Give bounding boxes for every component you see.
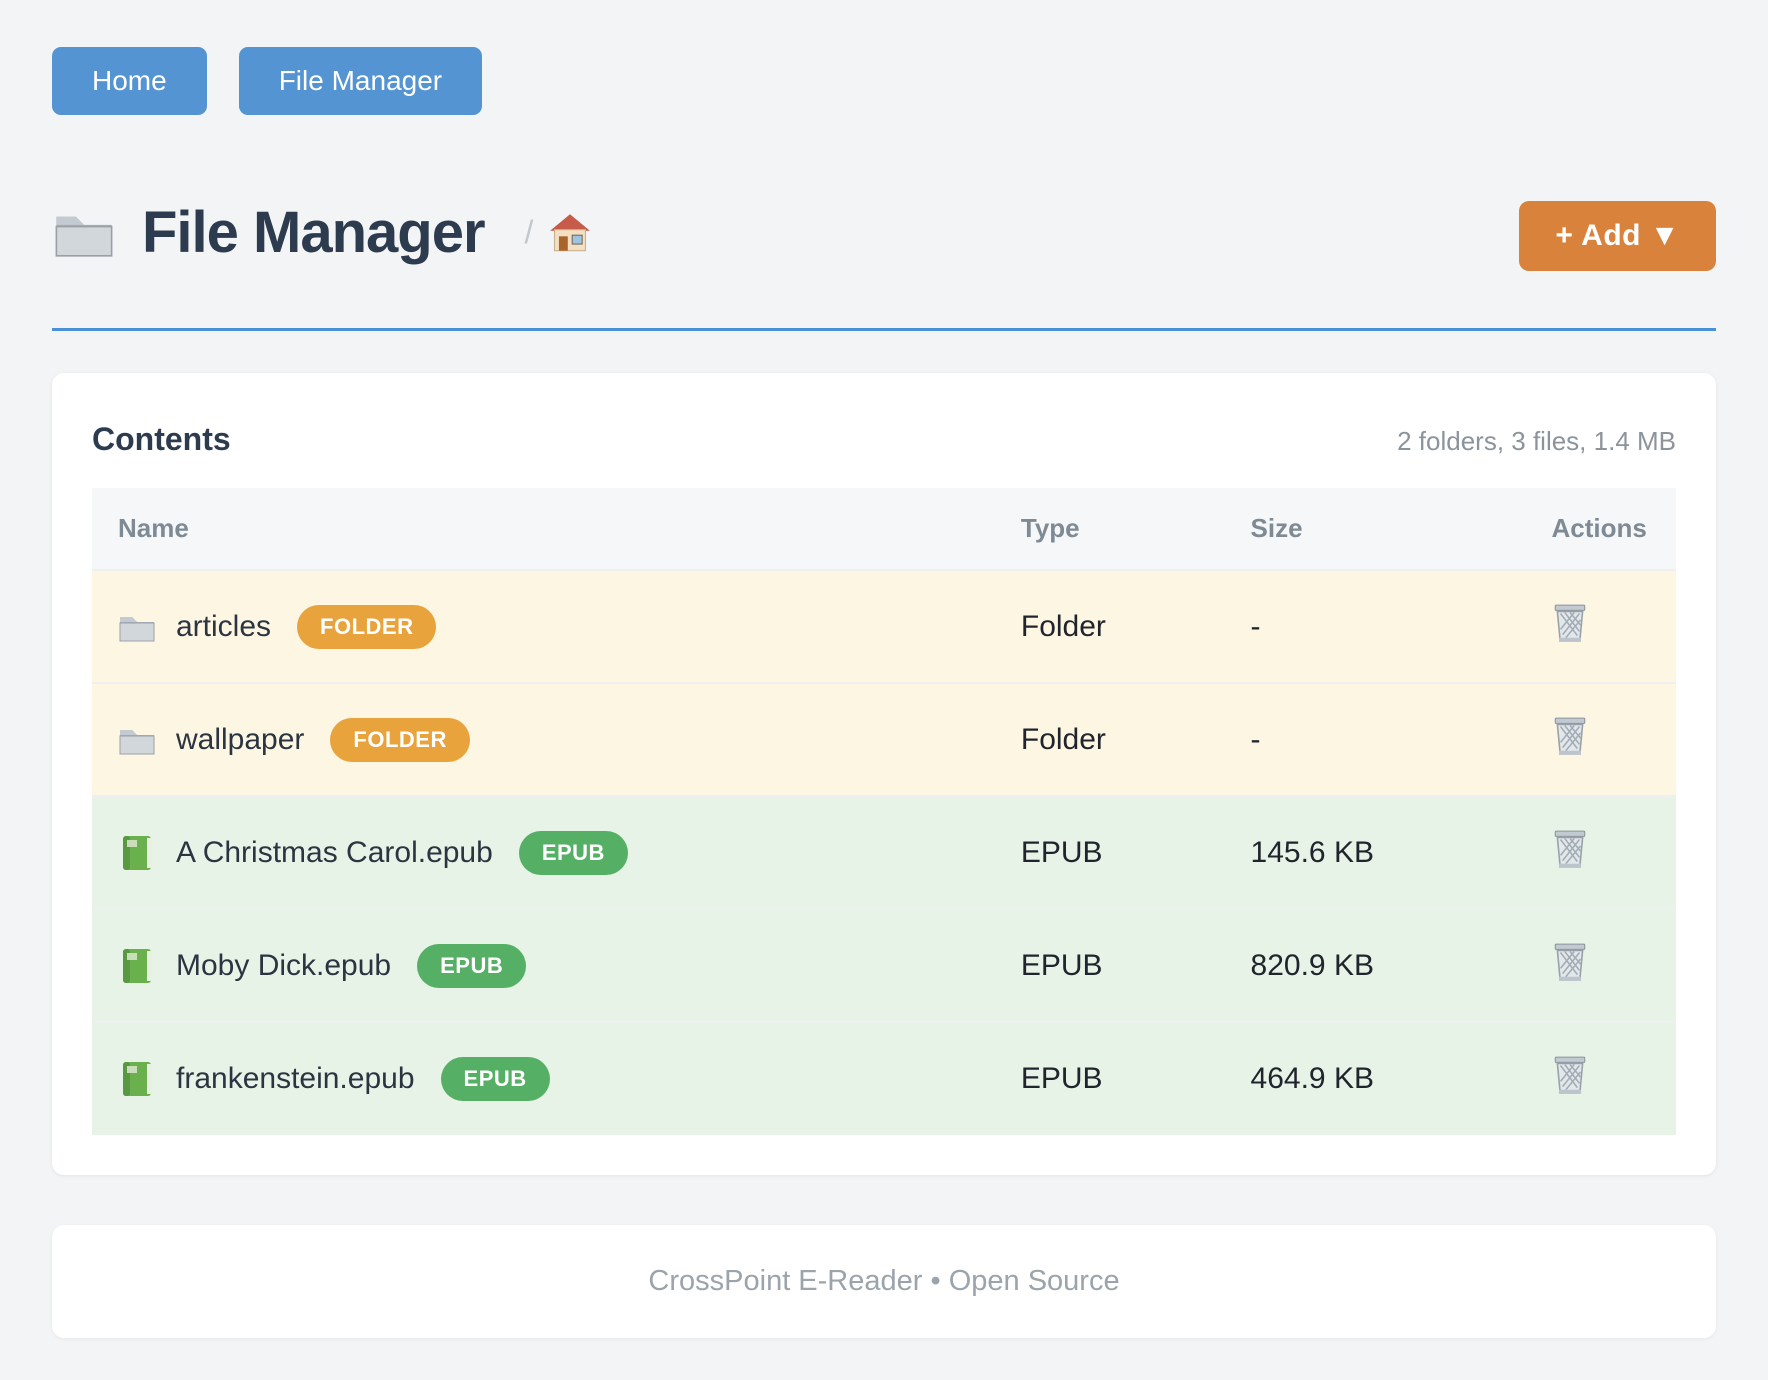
- delete-button[interactable]: [1552, 716, 1588, 756]
- trash-icon: [1553, 942, 1586, 982]
- column-header-name: Name: [118, 513, 189, 543]
- breadcrumb: /: [525, 212, 592, 254]
- folder-name-link[interactable]: articles: [176, 609, 272, 643]
- file-manager-button[interactable]: File Manager: [238, 47, 483, 115]
- size-cell: -: [1224, 569, 1526, 683]
- footer: CrossPoint E-Reader • Open Source: [52, 1225, 1716, 1338]
- type-cell: Folder: [994, 682, 1225, 796]
- book-icon: [123, 835, 152, 870]
- file-name-link[interactable]: Moby Dick.epub: [176, 948, 392, 982]
- page: Home File Manager File Manager / + Add ▼…: [52, 0, 1716, 1338]
- column-header-actions: Actions: [1551, 513, 1647, 543]
- file-name-link[interactable]: A Christmas Carol.epub: [176, 835, 493, 869]
- size-cell: 145.6 KB: [1224, 795, 1526, 909]
- table-row: wallpaper FOLDER Folder -: [92, 682, 1676, 796]
- trash-icon: [1553, 1056, 1586, 1095]
- type-cell: EPUB: [994, 908, 1225, 1022]
- footer-text: CrossPoint E-Reader • Open Source: [648, 1265, 1120, 1297]
- folder-name-link[interactable]: wallpaper: [176, 722, 305, 756]
- folder-icon: [119, 616, 155, 641]
- table-row: Moby Dick.epub EPUB EPUB 820.9 KB: [92, 908, 1676, 1022]
- page-header: File Manager / + Add ▼: [52, 199, 1716, 271]
- epub-badge: EPUB: [417, 943, 527, 988]
- column-header-type: Type: [1020, 513, 1080, 543]
- table-header-row: Name Type Size Actions: [92, 488, 1676, 570]
- trash-icon: [1553, 603, 1586, 643]
- top-nav: Home File Manager: [52, 0, 1716, 115]
- page-title: File Manager: [142, 200, 486, 265]
- folder-badge: FOLDER: [330, 717, 470, 762]
- file-table: Name Type Size Actions articles FOLDER F…: [92, 488, 1676, 1135]
- table-row: A Christmas Carol.epub EPUB EPUB 145.6 K…: [92, 795, 1676, 909]
- contents-summary: 2 folders, 3 files, 1.4 MB: [1397, 426, 1676, 456]
- type-cell: EPUB: [994, 795, 1225, 909]
- home-button[interactable]: Home: [52, 47, 207, 115]
- book-icon: [123, 1062, 152, 1096]
- contents-heading: Contents: [92, 421, 231, 457]
- table-row: articles FOLDER Folder -: [92, 569, 1676, 683]
- table-row: frankenstein.epub EPUB EPUB 464.9 KB: [92, 1021, 1676, 1135]
- book-icon: [123, 948, 152, 983]
- breadcrumb-separator: /: [524, 214, 534, 250]
- delete-button[interactable]: [1552, 942, 1588, 982]
- size-cell: 820.9 KB: [1224, 908, 1526, 1022]
- type-cell: EPUB: [994, 1021, 1225, 1135]
- add-button[interactable]: + Add ▼: [1519, 201, 1716, 271]
- home-icon[interactable]: [549, 212, 591, 254]
- size-cell: 464.9 KB: [1224, 1021, 1526, 1135]
- trash-icon: [1553, 829, 1586, 869]
- contents-card: Contents 2 folders, 3 files, 1.4 MB Name…: [52, 373, 1716, 1175]
- folder-icon: [55, 215, 113, 257]
- trash-icon: [1553, 716, 1586, 756]
- folder-badge: FOLDER: [297, 604, 437, 649]
- delete-button[interactable]: [1552, 1055, 1588, 1095]
- header-divider: [52, 328, 1716, 331]
- folder-icon: [119, 729, 155, 754]
- size-cell: -: [1224, 682, 1526, 796]
- type-cell: Folder: [994, 569, 1225, 683]
- delete-button[interactable]: [1552, 829, 1588, 869]
- column-header-size: Size: [1250, 513, 1303, 543]
- file-name-link[interactable]: frankenstein.epub: [176, 1062, 415, 1095]
- delete-button[interactable]: [1552, 603, 1588, 643]
- epub-badge: EPUB: [440, 1057, 550, 1101]
- epub-badge: EPUB: [518, 830, 628, 875]
